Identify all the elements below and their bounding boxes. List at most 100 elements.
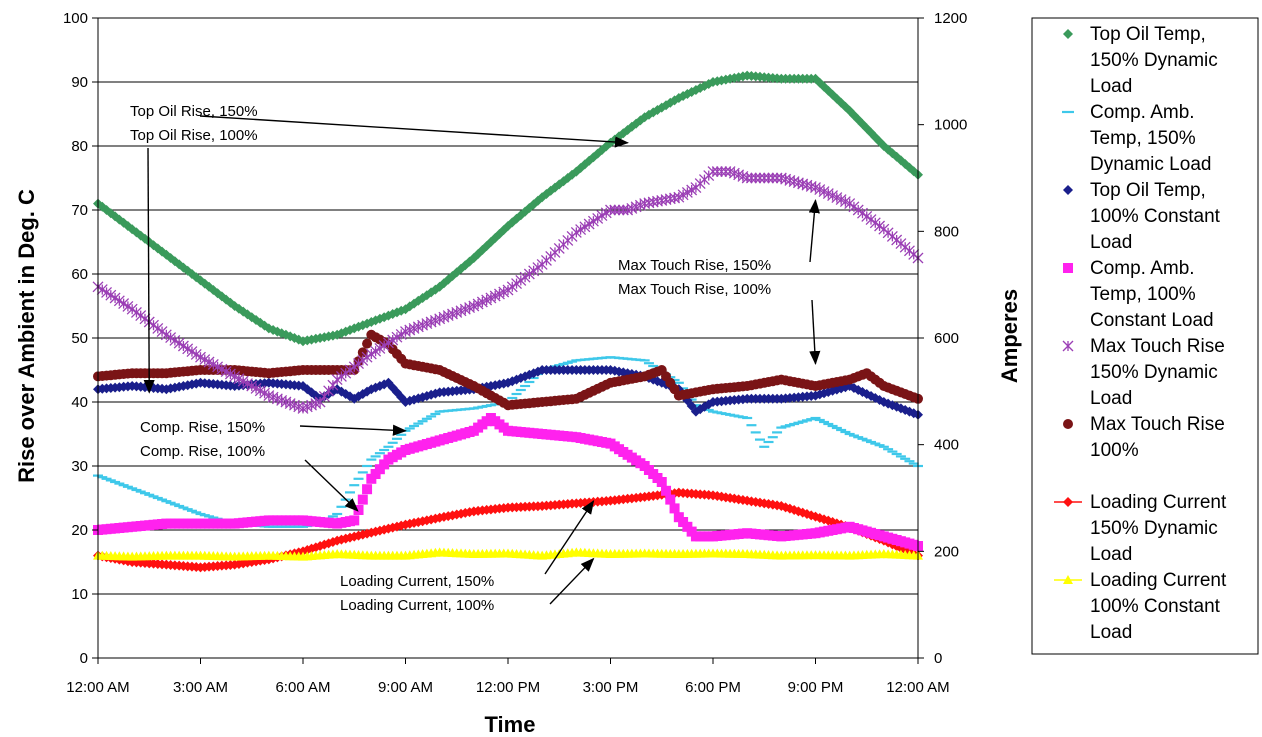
data-point <box>609 204 621 216</box>
legend-label: Loading Current <box>1090 570 1227 591</box>
annotation-label: Top Oil Rise, 100% <box>130 127 258 144</box>
data-point <box>656 477 667 487</box>
legend-label: Comp. Amb. <box>1090 258 1195 279</box>
annotation-label: Top Oil Rise, 150% <box>130 103 258 120</box>
legend-label: Max Touch Rise <box>1090 336 1225 357</box>
tick-labels: 0102030405060708090100020040060080010001… <box>63 10 967 696</box>
legend-label: 100% Constant <box>1090 596 1221 617</box>
y2-tick-label: 0 <box>934 650 942 667</box>
legend-item-top-oil-temp-100-constant-load: Top Oil Temp, 100% Constant Load <box>1063 180 1221 253</box>
annotation-label: Loading Current, 100% <box>340 597 494 614</box>
y-tick-label: 40 <box>71 394 88 411</box>
data-point <box>447 510 458 521</box>
data-point <box>464 507 475 518</box>
x-tick-label: 12:00 AM <box>886 679 949 696</box>
legend-label: Top Oil Temp, <box>1090 180 1206 201</box>
data-point <box>665 494 676 505</box>
y2-tick-label: 600 <box>934 330 959 347</box>
legend-marker <box>1063 419 1073 429</box>
legend-label: Loading Current <box>1090 492 1227 513</box>
legend-marker <box>1063 263 1073 273</box>
legend-label: Load <box>1090 622 1132 643</box>
legend-item-loading-current-100-constant-load: Loading Current 100% Constant Load <box>1054 570 1227 643</box>
data-point <box>357 494 368 505</box>
annotation-label: Max Touch Rise, 150% <box>618 257 771 274</box>
data-point <box>605 204 616 216</box>
data-point <box>327 379 339 391</box>
legend-item-loading-current-150-dynamic-load: Loading Current 150% Dynamic Load <box>1054 492 1227 565</box>
data-point <box>353 505 364 515</box>
legend-item-comp-amb-temp-100-constant-load: Comp. Amb. Temp, 100% Constant Load <box>1063 258 1214 331</box>
data-point <box>741 172 753 184</box>
legend-label: Temp, 150% <box>1090 128 1196 149</box>
annotation-arrow <box>299 424 407 436</box>
data-point <box>349 515 360 526</box>
series-loading-current-100-constant-load <box>93 547 923 561</box>
y-tick-label: 20 <box>71 522 88 539</box>
y2-tick-label: 200 <box>934 543 959 560</box>
series-loading-current-150-dynamic-load <box>93 487 923 573</box>
data-point <box>362 338 373 349</box>
x-axis-title: Time <box>485 712 536 737</box>
data-point <box>745 172 757 184</box>
data-point <box>784 503 795 514</box>
annotation-arrow <box>544 500 595 575</box>
data-point <box>323 385 335 397</box>
legend-label: Comp. Amb. <box>1090 102 1195 123</box>
annotation-label: Comp. Rise, 150% <box>140 419 265 436</box>
y-tick-label: 100 <box>63 10 88 27</box>
legend-label: Top Oil Temp, <box>1090 24 1206 45</box>
data-point <box>750 172 762 184</box>
grid-lines <box>98 17 918 595</box>
data-point <box>613 204 625 216</box>
legend-box <box>1031 17 1259 655</box>
annotation-arrow <box>199 115 629 148</box>
data-point <box>617 204 629 216</box>
legend-label: 150% Dynamic <box>1090 50 1218 71</box>
legend-item-max-touch-rise-100: Max Touch Rise 100% <box>1063 414 1225 461</box>
series-top-oil-temp-150-dynamic-load <box>93 70 923 347</box>
y-tick-label: 0 <box>80 650 88 667</box>
data-point <box>711 166 723 178</box>
y-tick-label: 90 <box>71 74 88 91</box>
data-point <box>758 172 770 184</box>
data-point <box>362 484 373 495</box>
legend-label: Dynamic Load <box>1090 154 1211 175</box>
y-tick-label: 50 <box>71 330 88 347</box>
data-point <box>314 396 326 408</box>
annotation-label: Loading Current, 150% <box>340 573 494 590</box>
y-tick-label: 10 <box>71 586 88 603</box>
legend-label: Max Touch Rise <box>1090 414 1225 435</box>
data-point <box>767 172 779 184</box>
x-tick-label: 6:00 AM <box>275 679 330 696</box>
y2-tick-label: 400 <box>934 437 959 454</box>
y-tick-label: 70 <box>71 202 88 219</box>
legend-marker <box>1063 185 1073 195</box>
legend-label: 150% Dynamic <box>1090 518 1218 539</box>
legend-marker <box>1063 29 1073 39</box>
legend-item-max-touch-rise-150-dynamic-load: Max Touch Rise 150% Dynamic Load <box>1062 336 1225 409</box>
series-layer <box>92 70 924 573</box>
annotation-arrow <box>808 199 820 263</box>
legend-label: Load <box>1090 76 1132 97</box>
legend-label: Load <box>1090 544 1132 565</box>
legend-label: Constant Load <box>1090 310 1214 331</box>
series-max-touch-rise-100 <box>93 329 923 411</box>
legend-label: Load <box>1090 232 1132 253</box>
legend-label: 150% Dynamic <box>1090 362 1218 383</box>
y-tick-label: 80 <box>71 138 88 155</box>
data-point <box>661 485 672 496</box>
y-tick-label: 60 <box>71 266 88 283</box>
legend-marker <box>1062 340 1074 352</box>
data-point <box>754 172 766 184</box>
x-tick-label: 3:00 AM <box>173 679 228 696</box>
annotation-arrow <box>143 147 155 394</box>
legend-label: Temp, 100% <box>1090 284 1196 305</box>
legend-label: Load <box>1090 388 1132 409</box>
y2-tick-label: 1000 <box>934 117 967 134</box>
x-tick-label: 12:00 PM <box>476 679 540 696</box>
y-axis-title: Rise over Ambient in Deg. C <box>14 189 39 483</box>
legend-marker <box>1063 497 1073 507</box>
annotation-label: Max Touch Rise, 100% <box>618 281 771 298</box>
